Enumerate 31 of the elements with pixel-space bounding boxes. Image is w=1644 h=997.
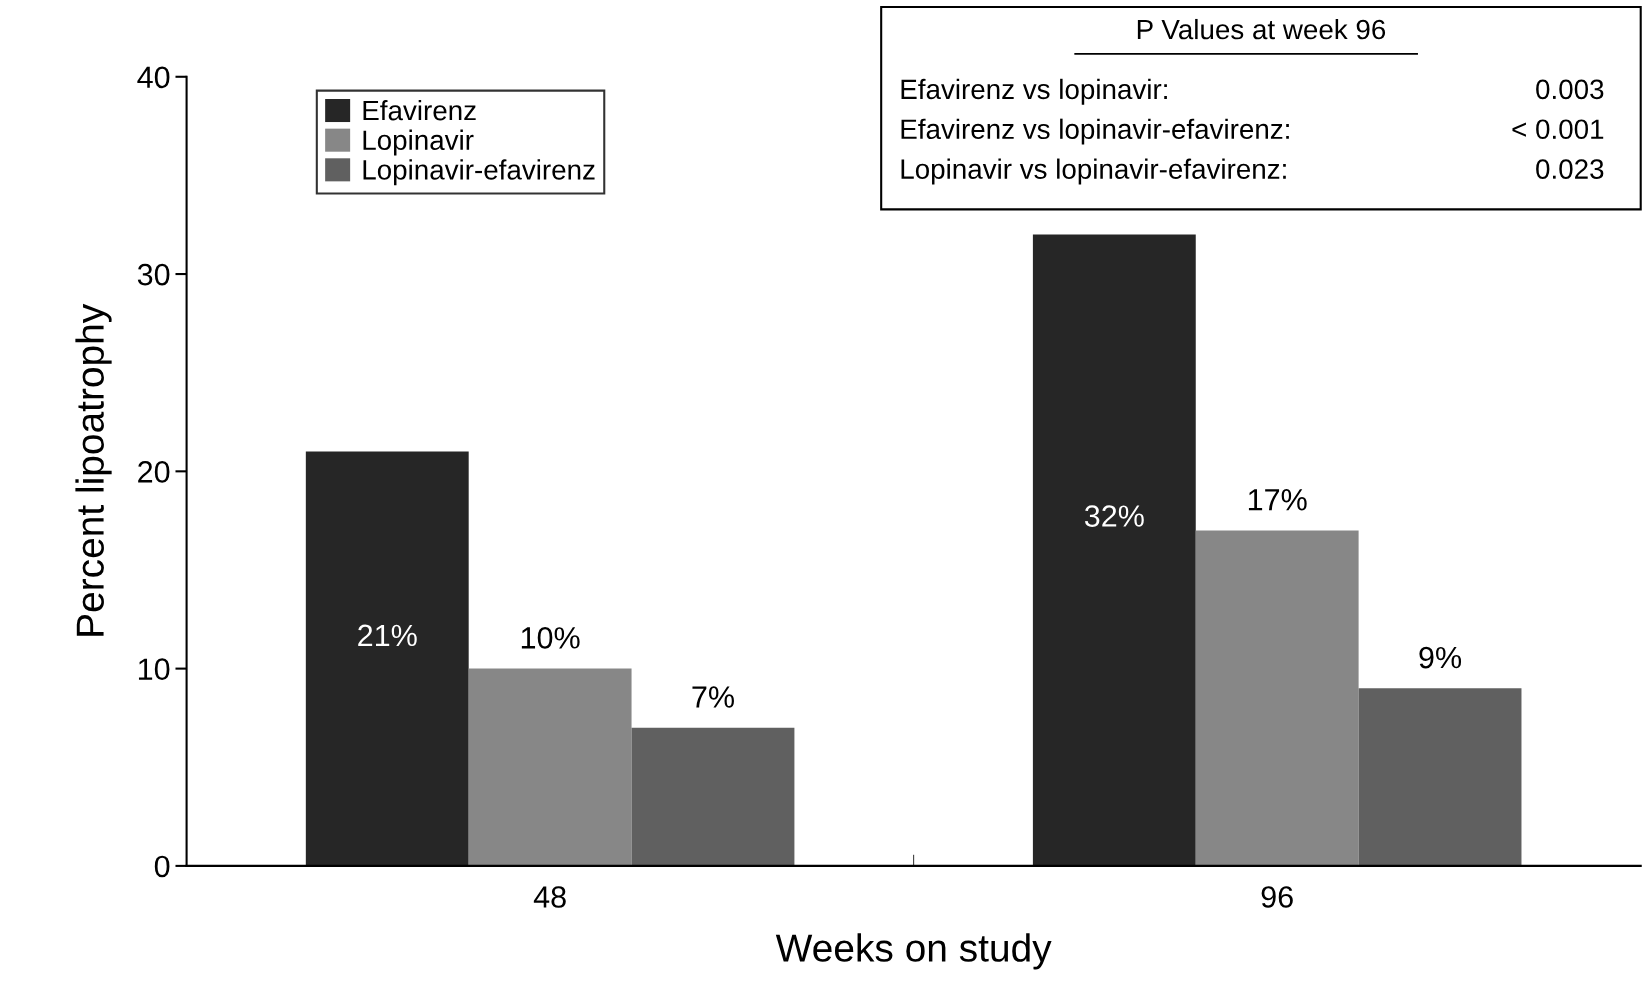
legend-label: Lopinavir-efavirenz xyxy=(363,159,595,186)
y-axis-title: Percent lipoatrophy xyxy=(75,303,112,636)
annotation: 0.003 xyxy=(1536,79,1604,100)
annotation: 0.023 xyxy=(1536,159,1604,179)
data-label: 32% xyxy=(1084,505,1144,527)
y-tick-label: 30 xyxy=(137,263,170,286)
legend-label: Lopinavir xyxy=(363,129,474,156)
x-tick-label: 48 xyxy=(533,886,566,908)
y-tick-label: 40 xyxy=(137,66,170,89)
bar xyxy=(631,727,795,866)
annotation: Efavirenz vs lopinavir: xyxy=(901,78,1167,105)
bar xyxy=(1358,688,1522,866)
data-label: 9% xyxy=(1419,646,1462,669)
annotation: Efavirenz vs lopinavir-efavirenz: xyxy=(901,118,1289,145)
data-label: 21% xyxy=(358,624,417,647)
bar xyxy=(1032,234,1196,866)
data-label: 10% xyxy=(521,627,580,649)
text: P Values at week 96 xyxy=(1137,18,1386,40)
data-label: 7% xyxy=(692,686,734,708)
y-tick-label: 0 xyxy=(154,855,170,878)
y-tick-label: 10 xyxy=(138,658,170,680)
bar xyxy=(1195,530,1359,866)
y-tick-label: 20 xyxy=(138,461,170,483)
bar xyxy=(305,451,469,866)
bar xyxy=(468,668,632,866)
legend-label: Efavirenz xyxy=(363,99,476,121)
x-axis-title: Weeks on study xyxy=(775,933,1052,970)
data-label: 17% xyxy=(1248,489,1307,511)
x-tick-label: 96 xyxy=(1261,886,1293,908)
annotation: < 0.001 xyxy=(1512,119,1604,140)
annotation: Lopinavir vs lopinavir-efavirenz: xyxy=(901,158,1286,185)
